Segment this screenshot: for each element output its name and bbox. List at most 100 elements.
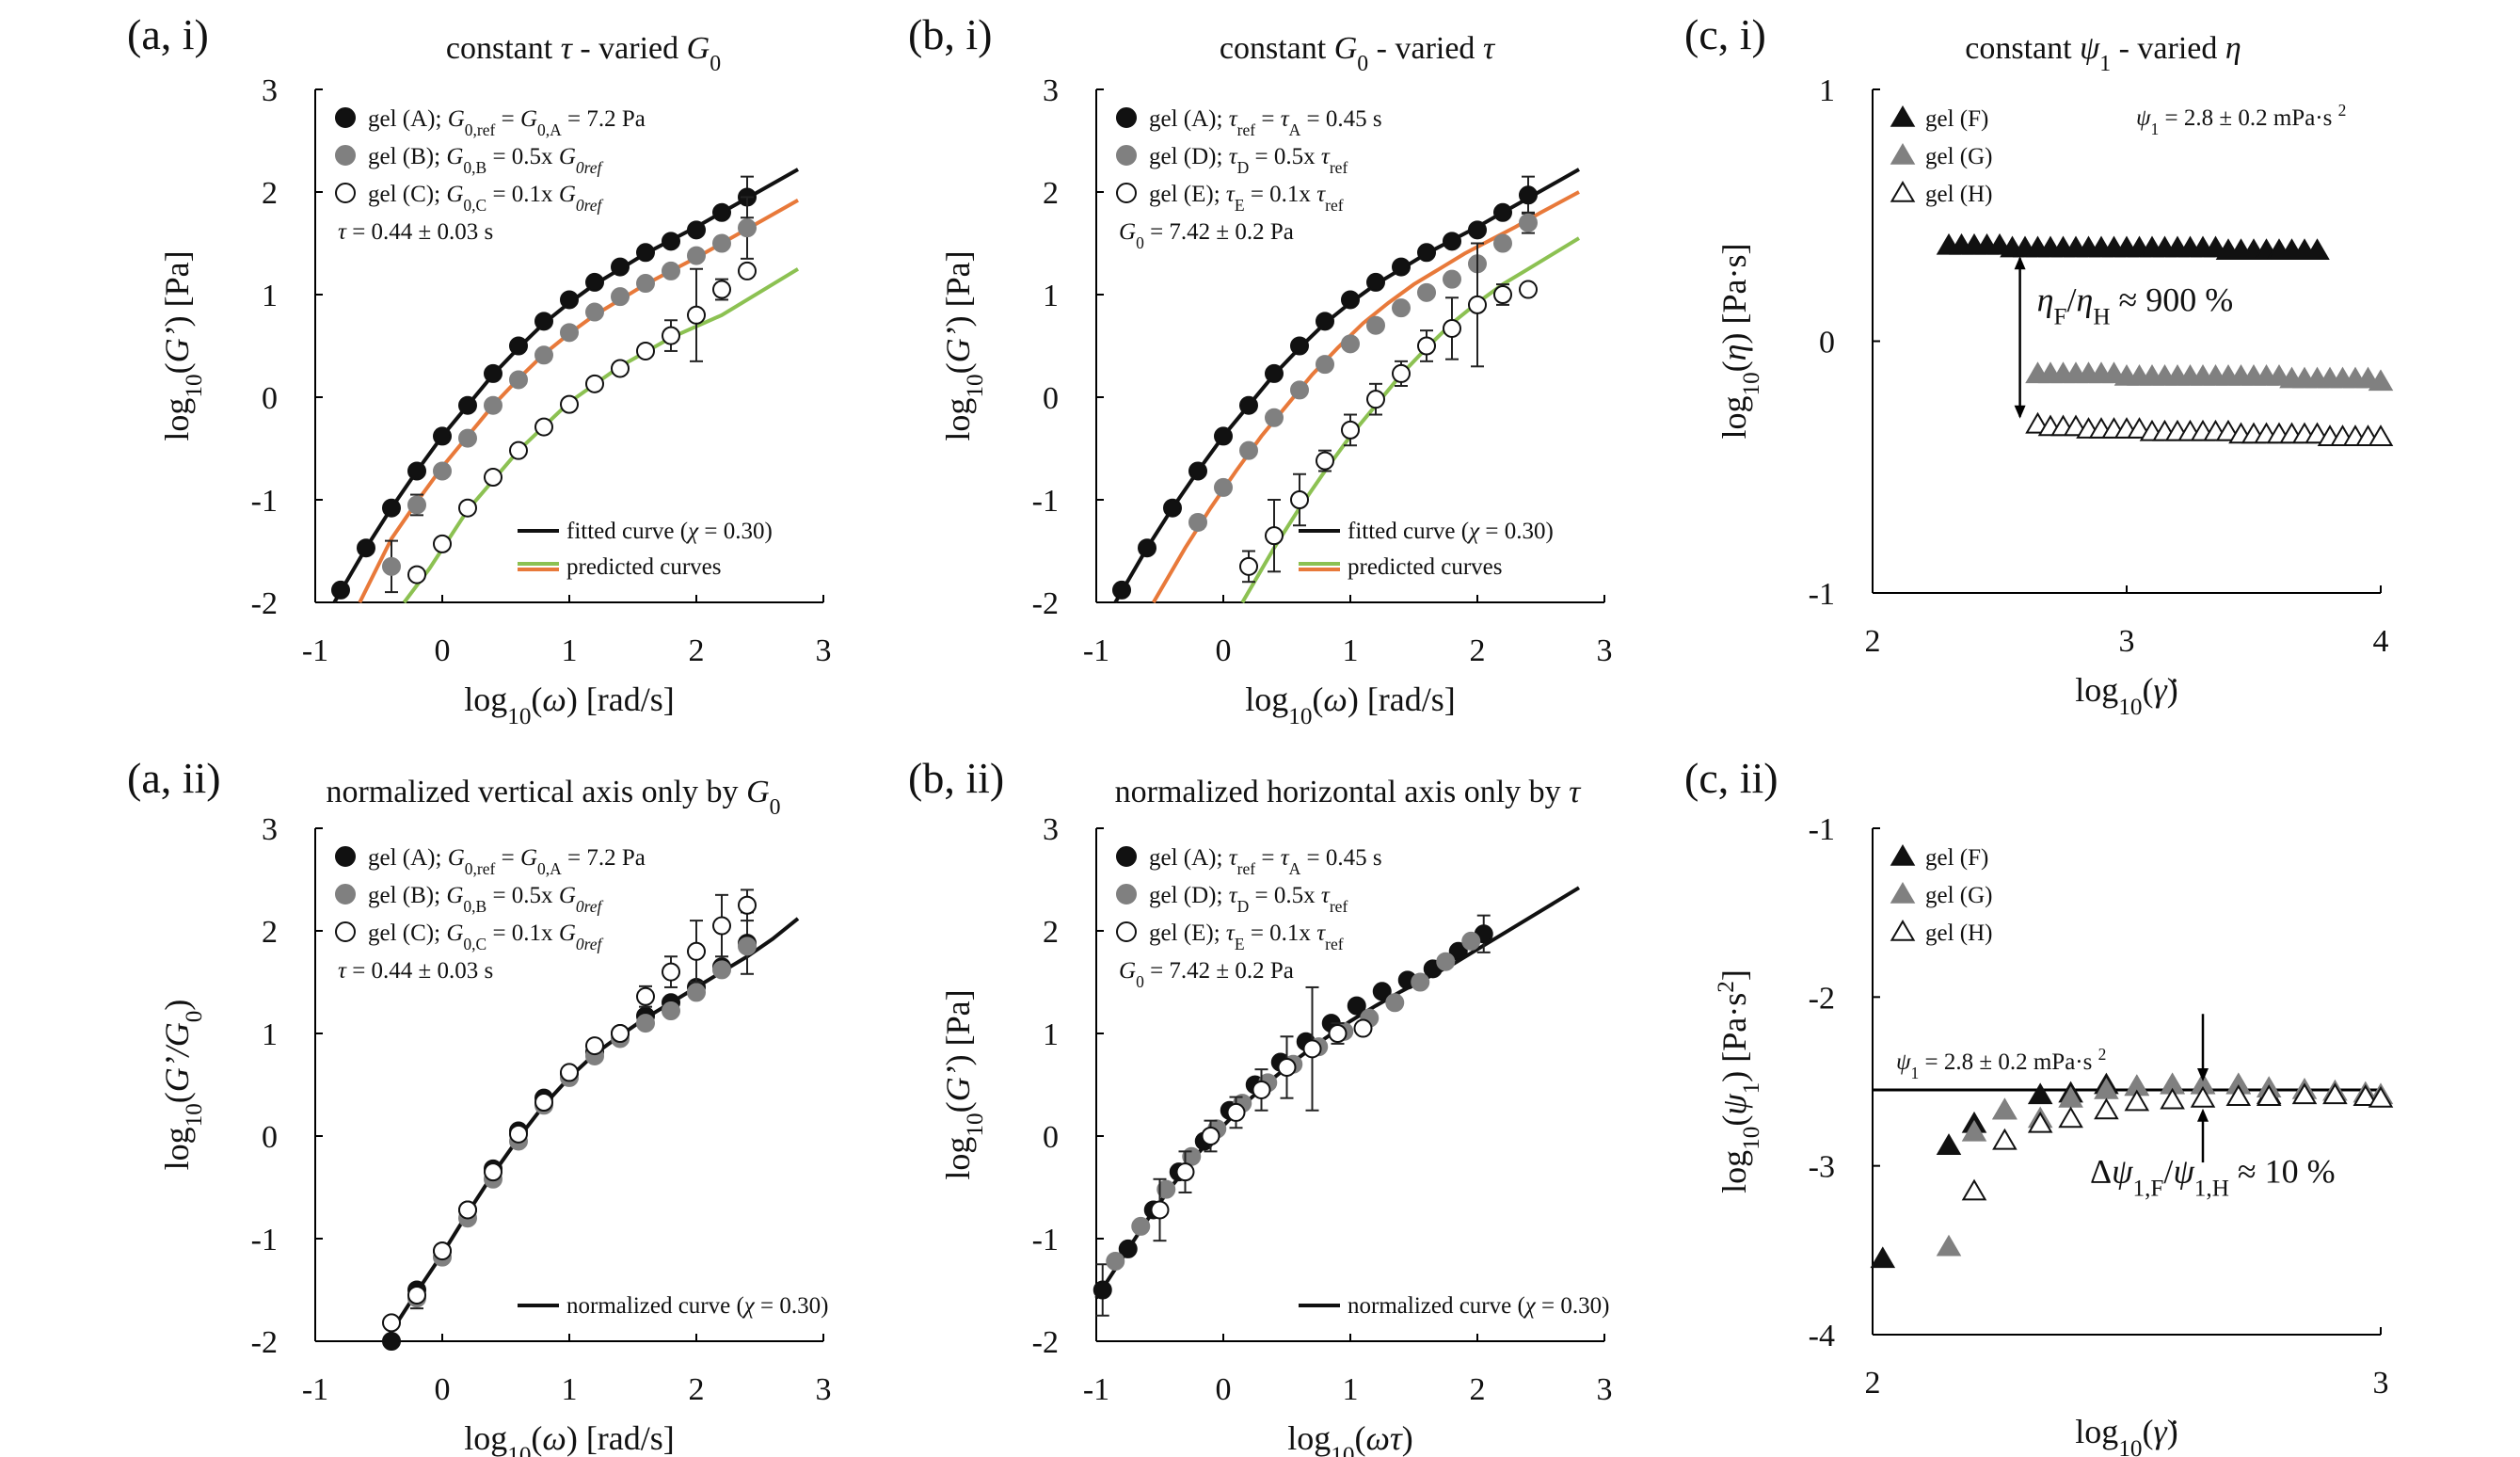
y-tick-label: -2	[251, 586, 278, 621]
data-point	[1163, 498, 1182, 518]
data-point	[1118, 1239, 1138, 1258]
data-point	[1341, 334, 1360, 354]
data-point	[1436, 952, 1456, 971]
data-point	[1302, 1039, 1322, 1059]
data-point	[738, 261, 757, 280]
data-point	[611, 287, 630, 307]
panel-label: (c, i)	[1684, 10, 1766, 58]
legend-marker	[1890, 143, 1916, 165]
data-point	[1265, 408, 1284, 427]
data-point	[1138, 538, 1156, 558]
data-point	[1265, 526, 1284, 546]
panel-a-i: (a, i) constant τ - varied G0 -1 0 1 2 3 -2 -1 0 1…	[127, 10, 832, 729]
x-tick-label: -1	[302, 633, 328, 668]
y-tick-label: 2	[1043, 176, 1059, 211]
data-point	[1443, 269, 1461, 289]
data-point	[1519, 185, 1538, 205]
data-point	[1411, 972, 1430, 992]
legend-marker	[1890, 844, 1916, 866]
y-tick-label: 2	[262, 176, 278, 211]
series-gel-c	[382, 889, 757, 1333]
y-tick-label: 3	[1043, 812, 1059, 847]
data-point	[662, 962, 680, 982]
data-point	[560, 323, 579, 343]
data-point	[1936, 1234, 1962, 1257]
data-point	[1961, 1119, 1987, 1142]
y-tick-label: -1	[1032, 1223, 1059, 1257]
y-tick-label: 3	[262, 73, 278, 108]
data-point	[636, 986, 655, 1006]
data-point	[1290, 336, 1309, 356]
data-point	[407, 565, 426, 584]
panel-c-ii: (c, ii) 2 3 -4 -3 -2 -1 log10(γ̇) log10(ψ1) [Pa·…	[1684, 754, 2394, 1457]
legend-label: gel (A); G0,ref = G0,A = 7.2 Pa	[368, 845, 646, 878]
data-point	[1443, 232, 1461, 251]
y-tick-label: 1	[1043, 1017, 1059, 1052]
data-point	[2160, 1087, 2185, 1110]
legend-label: G0 = 7.42 ± 0.2 Pa	[1119, 219, 1294, 252]
data-point	[1493, 285, 1512, 304]
data-point	[484, 395, 502, 415]
data-point	[1093, 1280, 1112, 1300]
data-point	[1992, 1128, 2018, 1150]
data-point	[1239, 395, 1258, 415]
legend-label: gel (E); τE = 0.1x τref	[1149, 921, 1344, 953]
x-tick-label: 0	[1216, 633, 1232, 668]
legend-label: gel (F)	[1925, 845, 1988, 871]
data-point	[534, 345, 553, 365]
y-tick-label: 3	[262, 812, 278, 847]
panel-title: constant G0 - varied τ	[1220, 31, 1496, 76]
data-point	[712, 233, 731, 253]
x-axis-label: log10(ωτ)	[1287, 1419, 1413, 1457]
legend-label: G0 = 7.42 ± 0.2 Pa	[1119, 958, 1294, 991]
data-point	[2058, 1106, 2083, 1129]
data-point	[662, 1001, 680, 1021]
data-point	[585, 374, 604, 393]
data-point	[433, 1241, 452, 1261]
data-point	[1519, 213, 1538, 232]
x-tick-label: 3	[2373, 1366, 2389, 1401]
legend-marker	[335, 183, 356, 203]
data-point	[382, 1313, 401, 1333]
data-point	[2027, 1111, 2053, 1133]
data-point	[534, 1093, 553, 1113]
x-axis-label: log10(γ̇)	[2075, 1413, 2177, 1457]
y-tick-label: -1	[251, 484, 278, 519]
data-point	[1417, 336, 1436, 356]
x-tick-label: 1	[562, 633, 578, 668]
arrow-head	[2197, 1068, 2209, 1081]
data-point	[1316, 312, 1334, 331]
x-tick-label: 2	[1865, 1366, 1881, 1401]
data-point	[534, 417, 553, 437]
series-gel-f	[1936, 232, 2330, 260]
data-point	[484, 363, 502, 383]
data-point	[1188, 512, 1207, 532]
data-point	[2225, 1084, 2252, 1106]
data-point	[1493, 202, 1512, 222]
data-point	[1252, 1080, 1271, 1099]
legend-marker	[1890, 105, 1916, 127]
data-point	[458, 498, 477, 518]
panel-title: normalized vertical axis only by G0	[326, 775, 780, 820]
annotation-psi: ψ1 = 2.8 ± 0.2 mPa·s 2	[1896, 1045, 2106, 1082]
line-legend-label: fitted curve (χ = 0.30)	[566, 519, 773, 544]
data-point	[712, 280, 731, 299]
legend-label: gel (G)	[1925, 144, 1993, 169]
data-point	[1493, 233, 1512, 253]
y-tick-label: -2	[251, 1325, 278, 1360]
legend-label: gel (D); τD = 0.5x τref	[1149, 144, 1348, 177]
panel-c-i: (c, i) constant ψ1 - varied η 2 3 4 -1 0 1 log10…	[1684, 10, 2394, 720]
annotation-ratio: Δψ1,F/ψ1,H ≈ 10 %	[2090, 1153, 2336, 1202]
x-tick-label: 3	[2119, 624, 2135, 659]
x-tick-label: -1	[302, 1372, 328, 1407]
line-legend-label: normalized curve (χ = 0.30)	[566, 1293, 828, 1319]
data-point	[611, 257, 630, 277]
data-point	[1214, 477, 1233, 497]
panel-title: constant τ - varied G0	[446, 31, 721, 76]
data-point	[1417, 243, 1436, 263]
data-point	[1341, 420, 1360, 440]
data-point	[534, 312, 553, 331]
x-tick-label: -1	[1083, 1372, 1109, 1407]
x-tick-label: 1	[562, 1372, 578, 1407]
series-gel-b	[382, 196, 757, 594]
